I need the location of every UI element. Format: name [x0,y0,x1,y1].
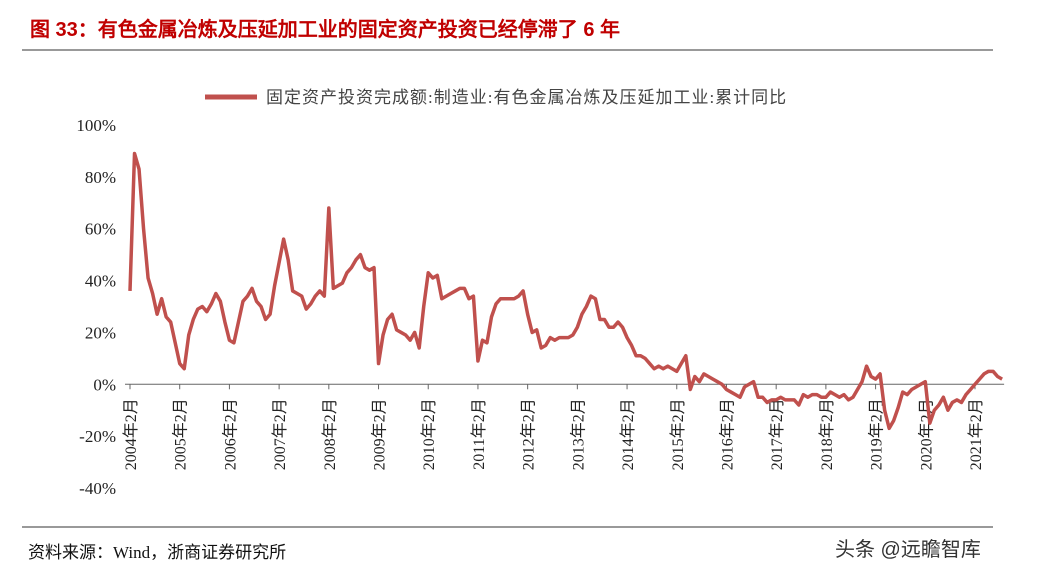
x-tick-label: 2011年2月 [470,398,488,469]
y-tick-label: -20% [79,427,116,446]
y-tick-label: -40% [79,479,116,498]
x-tick-label: 2020年2月 [917,398,935,470]
x-tick-label: 2005年2月 [172,398,190,470]
y-tick-label: 60% [85,220,116,239]
x-tick-label: 2010年2月 [420,398,438,470]
x-tick-label: 2006年2月 [221,398,239,470]
x-tick-label: 2017年2月 [768,398,786,470]
y-tick-label: 80% [85,168,116,187]
y-tick-label: 0% [93,375,116,394]
x-tick-label: 2013年2月 [569,398,587,470]
x-tick-label: 2004年2月 [122,398,140,470]
x-tick-label: 2015年2月 [669,398,687,470]
x-tick-label: 2009年2月 [371,398,389,470]
x-tick-label: 2008年2月 [321,398,339,470]
x-tick-label: 2021年2月 [967,398,985,470]
figure-title: 图 33：有色金属冶炼及压延加工业的固定资产投资已经停滞了 6 年 [30,17,620,41]
legend-label: 固定资产投资完成额:制造业:有色金属冶炼及压延加工业:累计同比 [266,88,787,107]
x-tick-label: 2019年2月 [868,398,886,470]
line-series [128,151,1003,431]
watermark: 头条 @远瞻智库 [835,538,981,561]
x-tick-label: 2014年2月 [619,398,637,470]
y-tick-label: 20% [85,323,116,342]
x-tick-label: 2018年2月 [818,398,836,470]
y-tick-label: 40% [85,272,116,291]
x-tick-label: 2012年2月 [520,398,538,470]
x-tick-label: 2007年2月 [271,398,289,470]
source-note: 资料来源：Wind，浙商证券研究所 [28,543,286,562]
y-tick-label: 100% [76,116,116,135]
x-tick-label: 2016年2月 [718,398,736,470]
